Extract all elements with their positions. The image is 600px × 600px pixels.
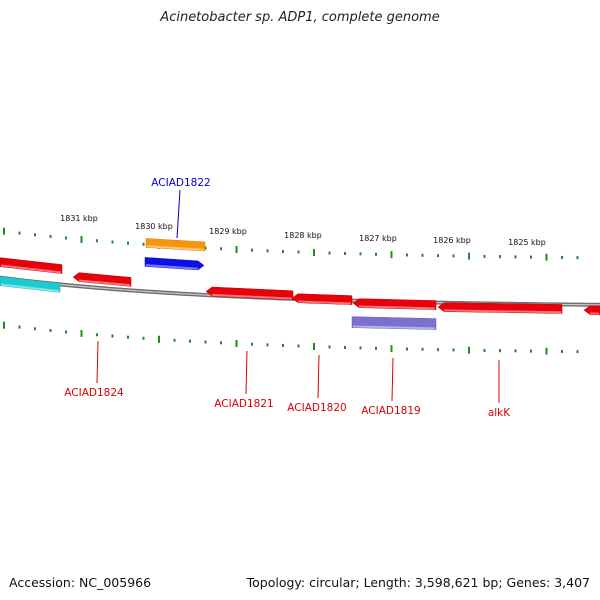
ruler-labels: 1831 kbp 1830 kbp 1829 kbp 1828 kbp 1827 kbp… bbox=[60, 214, 546, 247]
leader-line bbox=[96, 340, 99, 384]
genome-summary-text: Topology: circular; Length: 3,598,621 bp… bbox=[246, 575, 590, 590]
inner-tick-track bbox=[3, 321, 579, 355]
label-leader-lines bbox=[96, 189, 500, 403]
accession-text: Accession: NC_005966 bbox=[9, 575, 152, 590]
gene-aciad1822[interactable] bbox=[144, 257, 205, 271]
gene-cyan-feature[interactable] bbox=[0, 276, 61, 293]
ruler-label: 1828 kbp bbox=[284, 231, 322, 240]
gene-label[interactable]: ACIAD1822 bbox=[151, 177, 210, 189]
gene-aciad1819[interactable] bbox=[352, 298, 437, 310]
gene-aciad1821[interactable] bbox=[205, 286, 294, 301]
leader-line bbox=[176, 189, 181, 239]
gene-label[interactable]: ACIAD1820 bbox=[287, 402, 346, 414]
leader-line bbox=[391, 357, 394, 402]
ruler-label: 1827 kbp bbox=[359, 234, 397, 243]
gene-aciad1822-orange[interactable] bbox=[145, 238, 206, 252]
gene-aciad1825[interactable] bbox=[0, 257, 63, 274]
ruler-label: 1829 kbp bbox=[209, 227, 247, 236]
gene-label[interactable]: alkK bbox=[488, 407, 511, 419]
gene-aciad1824[interactable] bbox=[72, 272, 132, 287]
ruler-label: 1825 kbp bbox=[508, 238, 546, 247]
ruler-label: 1830 kbp bbox=[135, 222, 173, 231]
leader-line bbox=[245, 350, 248, 395]
gene-label[interactable]: ACIAD1819 bbox=[361, 405, 420, 417]
genome-title: Acinetobacter sp. ADP1, complete genome bbox=[160, 10, 440, 25]
gene-label[interactable]: ACIAD1824 bbox=[64, 387, 124, 399]
leader-line bbox=[317, 354, 320, 399]
gene-purple-feature[interactable] bbox=[351, 316, 437, 330]
gene-offscreen-right[interactable] bbox=[583, 305, 600, 316]
gene-labels: ACIAD1822 ACIAD1824 ACIAD1821 ACIAD1820 ACIA… bbox=[64, 177, 511, 419]
gene-label[interactable]: ACIAD1821 bbox=[214, 398, 273, 410]
ruler-label: 1831 kbp bbox=[60, 214, 98, 223]
gene-features bbox=[0, 238, 600, 330]
ruler-label: 1826 kbp bbox=[433, 236, 471, 245]
gene-aciad1820[interactable] bbox=[291, 293, 353, 305]
gene-alkk[interactable] bbox=[437, 302, 563, 314]
